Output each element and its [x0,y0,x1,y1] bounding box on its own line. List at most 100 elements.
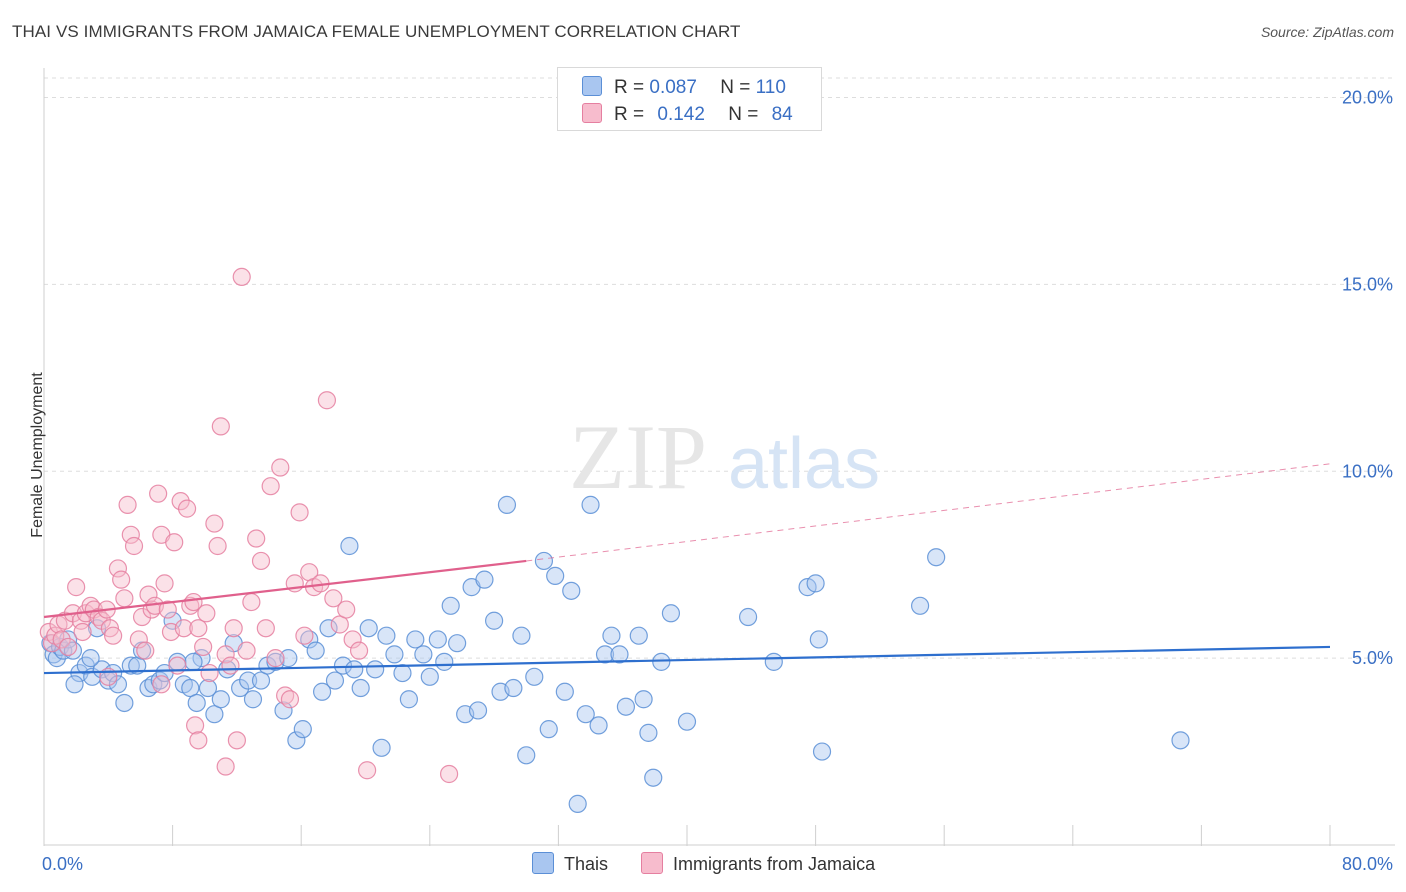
jamaica-point [216,757,235,776]
thais-point [652,652,671,671]
thais-point [610,645,629,664]
thais-point [448,634,467,653]
thais-point [274,701,293,720]
jamaica-point [139,585,158,604]
jamaica-point [121,525,140,544]
legend-r-label: R = [614,104,645,125]
jamaica-point [237,641,256,660]
thais-point [644,768,663,787]
thais-point [517,746,536,765]
jamaica-point [266,649,285,668]
thais-point [121,656,140,675]
legend-r-value: 0.087 [649,77,697,98]
thais-point [539,720,558,739]
thais-point [406,630,425,649]
y-axis-label: Female Unemployment [29,372,46,538]
jamaica-point [67,578,86,597]
thais-point [414,645,433,664]
jamaica-point [197,604,216,623]
thais-point [576,705,595,724]
jamaica-point [317,391,337,410]
jamaica-point [155,574,174,593]
thais-point [325,671,345,690]
correlation-legend: R = 0.087 N = 110 R = 0.142 N = 84 [557,67,822,131]
series-swatch-jamaica [641,852,664,874]
legend-row-thais: R = 0.087 N = 110 [582,76,786,98]
series-legend-jamaica: Immigrants from Jamaica [641,852,875,875]
jamaica-point [174,619,193,638]
thais-point [279,649,298,668]
thais-point [340,536,359,556]
legend-n-value: 110 [755,77,786,98]
thais-point [812,742,832,761]
jamaica-point [349,641,369,660]
jamaica-point [358,761,377,780]
jamaica-point [295,626,314,645]
thais-point [345,660,364,679]
thais-point [581,495,600,514]
thais-trend-line [43,645,1331,675]
data-points [39,267,1190,813]
jamaica-point [290,503,309,522]
thais-point [385,645,404,664]
legend-r-label: R = [614,77,645,98]
thais-point [181,678,200,698]
jamaica-point [242,592,261,612]
thais-point [806,574,825,593]
thais-point [366,660,385,679]
y-tick-label: 5.0% [1352,648,1393,668]
thais-point [92,660,111,679]
series-swatch-thais [532,852,554,874]
thais-point [589,716,608,735]
thais-point [910,596,930,615]
thais-point [616,697,636,716]
watermark-zip: ZIP [569,406,707,508]
thais-point [525,667,544,686]
thais-point [629,626,648,645]
thais-point [485,611,504,630]
thais-point [562,581,581,600]
jamaica-point [118,495,137,514]
thais-point [435,652,454,671]
thais-point [319,619,338,638]
jamaica-point [129,630,148,649]
thais-point [468,701,488,720]
chart-title: THAI VS IMMIGRANTS FROM JAMAICA FEMALE U… [12,22,741,41]
thais-point [81,649,100,668]
thais-point [187,693,206,713]
jamaica-point [271,458,290,477]
jamaica-point [232,267,251,286]
y-tick-label: 10.0% [1342,461,1393,481]
jamaica-point [227,731,246,750]
thais-point [351,678,370,698]
jamaica-point [136,641,155,660]
thais-point [512,626,531,645]
legend-r-value: 0.142 [657,104,705,125]
jamaica-point [177,499,197,518]
jamaica-point [171,492,190,511]
jamaica-point [324,589,343,608]
jamaica-point [247,529,266,548]
tick-labels: 5.0% 10.0% 15.0% 20.0% 0.0% 80.0% [42,88,1393,875]
thais-point [677,712,697,731]
axes [43,68,1395,846]
jamaica-point [224,619,243,638]
thais-point [393,663,412,683]
thais-point [661,604,681,623]
series-legend: Thais Immigrants from Jamaica [532,852,903,875]
jamaica-point [251,551,271,571]
thais-point [399,690,419,709]
thais-point [184,652,203,671]
thais-point [239,671,258,690]
series-legend-thais: Thais [532,852,608,875]
legend-row-jamaica: R = 0.142 N = 84 [582,103,793,125]
thais-point [428,630,447,649]
thais-point [568,794,587,813]
thais-point [555,682,574,701]
thais-point [287,731,306,750]
thais-point [65,675,84,694]
thais-point [333,656,353,675]
thais-point [377,626,396,645]
jamaica-point [115,589,134,608]
